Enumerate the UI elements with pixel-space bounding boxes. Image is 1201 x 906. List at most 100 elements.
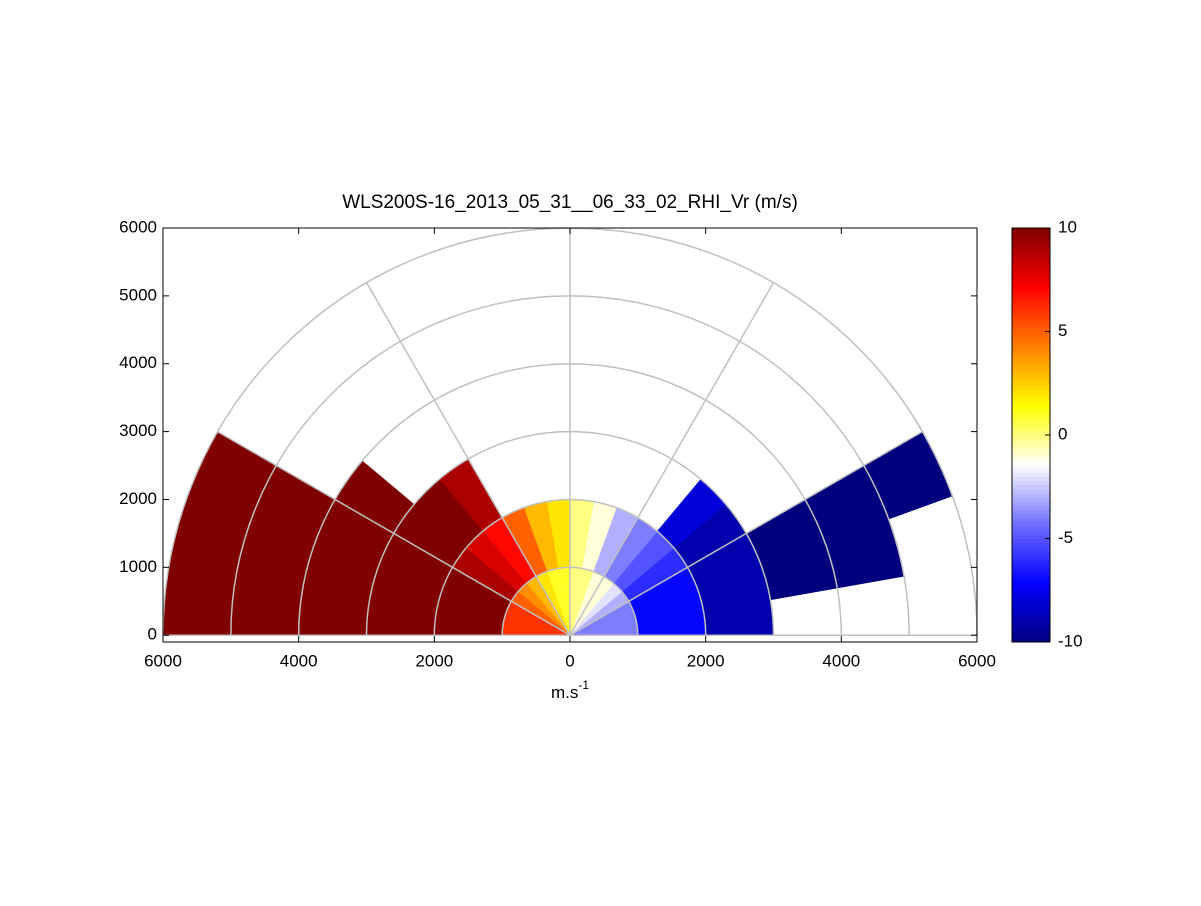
colorbar-step [1012, 281, 1050, 287]
colorbar-step [1012, 538, 1050, 544]
colorbar-step [1012, 472, 1050, 477]
colorbar-step [1012, 422, 1050, 428]
colorbar-step [1012, 381, 1050, 386]
colorbar-step [1012, 608, 1050, 614]
colorbar-step [1012, 269, 1050, 275]
colorbar-step [1012, 389, 1050, 395]
colorbar-step [1012, 439, 1050, 444]
colorbar-step [1012, 575, 1050, 581]
colorbar-step [1012, 290, 1050, 295]
colorbar-step [1012, 571, 1050, 577]
colorbar-step [1012, 476, 1050, 482]
colorbar-step [1012, 252, 1050, 258]
colorbar-step [1012, 604, 1050, 610]
colorbar-step [1012, 497, 1050, 502]
colorbar-step [1012, 418, 1050, 424]
colorbar-step [1012, 559, 1050, 564]
y-tick-label: 3000 [119, 421, 157, 440]
velocity-cell [162, 564, 237, 636]
colorbar-step [1012, 546, 1050, 552]
colorbar-step [1012, 584, 1050, 589]
colorbar-step [1012, 563, 1050, 568]
colorbar-step [1012, 426, 1050, 432]
colorbar-step [1012, 319, 1050, 324]
colorbar-step [1012, 480, 1050, 486]
colorbar-tick-label: 10 [1058, 217, 1077, 236]
colorbar-step [1012, 265, 1050, 270]
colorbar-step [1012, 621, 1050, 626]
colorbar-step [1012, 526, 1050, 531]
colorbar-step [1012, 285, 1050, 291]
colorbar-step [1012, 314, 1050, 320]
angle-spoke [365, 282, 571, 636]
colorbar-step [1012, 592, 1050, 597]
colorbar-step [1012, 302, 1050, 308]
colorbar-step [1012, 236, 1050, 241]
y-tick-label: 2000 [119, 489, 157, 508]
colorbar-step [1012, 484, 1050, 490]
colorbar-tick-label: 0 [1058, 424, 1067, 443]
y-tick-label: 6000 [119, 217, 157, 236]
x-tick-label: 2000 [687, 651, 725, 670]
y-tick-label: 1000 [119, 557, 157, 576]
colorbar-step [1012, 567, 1050, 573]
colorbar-step [1012, 501, 1050, 506]
x-axis-label-sup: -1 [578, 678, 589, 692]
colorbar-step [1012, 331, 1050, 337]
x-axis-label-base: m.s [551, 683, 578, 702]
colorbar-step [1012, 327, 1050, 332]
colorbar-step [1012, 534, 1050, 539]
colorbar-step [1012, 310, 1050, 316]
colorbar-step [1012, 637, 1050, 643]
colorbar-step [1012, 451, 1050, 457]
x-tick-label: 6000 [144, 651, 182, 670]
colorbar-step [1012, 617, 1050, 622]
colorbar-step [1012, 455, 1050, 461]
colorbar-step [1012, 629, 1050, 635]
colorbar-step [1012, 343, 1050, 349]
colorbar-step [1012, 488, 1050, 494]
colorbar-step [1012, 360, 1050, 366]
colorbar-step [1012, 600, 1050, 606]
colorbar-step [1012, 240, 1050, 246]
colorbar-tick-label: -10 [1058, 631, 1083, 650]
colorbar-step [1012, 555, 1050, 560]
colorbar-step [1012, 298, 1050, 304]
colorbar-step [1012, 393, 1050, 399]
colorbar-step [1012, 588, 1050, 593]
colorbar-step [1012, 447, 1050, 453]
colorbar-step [1012, 513, 1050, 519]
colorbar-step [1012, 579, 1050, 585]
colorbar-step [1012, 414, 1050, 419]
colorbar-step [1012, 335, 1050, 341]
colorbar-step [1012, 509, 1050, 515]
colorbar-step [1012, 397, 1050, 403]
x-tick-label: 4000 [822, 651, 860, 670]
colorbar-tick-label: 5 [1058, 321, 1067, 340]
colorbar-step [1012, 530, 1050, 535]
colorbar-step [1012, 294, 1050, 299]
colorbar-step [1012, 339, 1050, 345]
colorbar-step [1012, 443, 1050, 448]
colorbar-step [1012, 372, 1050, 378]
colorbar-step [1012, 348, 1050, 353]
angle-spoke [569, 282, 775, 636]
colorbar-step [1012, 273, 1050, 279]
colorbar-step [1012, 435, 1050, 440]
colorbar-step [1012, 248, 1050, 254]
colorbar-step [1012, 521, 1050, 527]
x-tick-label: 6000 [958, 651, 996, 670]
colorbar-step [1012, 306, 1050, 312]
chart-title: WLS200S-16_2013_05_31__06_33_02_RHI_Vr (… [342, 192, 798, 213]
colorbar-step [1012, 492, 1050, 498]
x-tick-label: 2000 [415, 651, 453, 670]
x-tick-label: 4000 [280, 651, 318, 670]
colorbar-step [1012, 385, 1050, 390]
colorbar-step [1012, 244, 1050, 250]
angle-spoke [217, 430, 571, 636]
colorbar-step [1012, 232, 1050, 237]
colorbar-step [1012, 323, 1050, 328]
colorbar-step [1012, 352, 1050, 357]
colorbar-step [1012, 505, 1050, 511]
